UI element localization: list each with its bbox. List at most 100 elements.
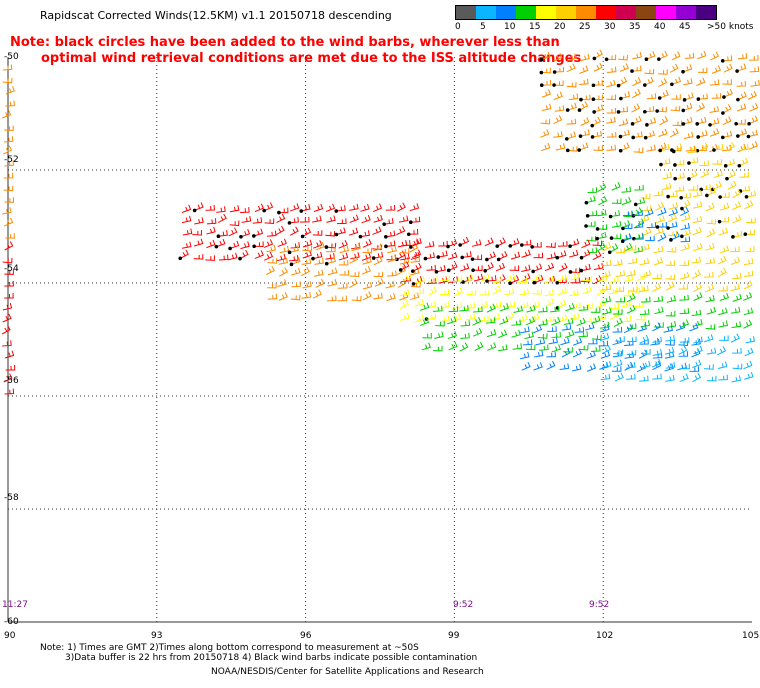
- wind-barb: [685, 145, 696, 152]
- wind-barb: [5, 86, 15, 95]
- wind-barb: [670, 105, 681, 112]
- wind-barb: [422, 332, 432, 339]
- wind-barb: [206, 226, 216, 235]
- wind-barb: [639, 285, 649, 293]
- legend-swatch: [616, 6, 636, 19]
- wind-barb: [2, 257, 13, 264]
- wind-barb: [337, 295, 348, 302]
- wind-barb: [749, 102, 759, 112]
- wind-barb: [239, 228, 251, 239]
- wind-barb: [744, 190, 756, 199]
- wind-barb: [460, 251, 472, 260]
- wind-barb: [639, 258, 650, 266]
- wind-barb: [447, 316, 457, 325]
- wind-barb: [182, 228, 193, 236]
- wind-barb: [325, 231, 336, 237]
- wind-barb: [689, 366, 700, 372]
- wind-barb: [692, 190, 703, 198]
- wind-barb: [704, 271, 714, 278]
- wind-barb: [673, 159, 685, 167]
- wind-barb: [252, 217, 263, 224]
- wind-barb: [592, 250, 602, 261]
- wind-barb: [680, 242, 691, 252]
- wind-barb: [540, 129, 550, 138]
- wind-barb: [633, 147, 644, 153]
- wind-barb: [517, 277, 527, 284]
- wind-barb: [669, 63, 679, 73]
- wind-barb: [670, 76, 682, 87]
- wind-barb: [665, 281, 675, 291]
- wind-barb: [705, 257, 715, 265]
- wind-barb: [351, 295, 362, 302]
- wind-barb: [711, 181, 722, 192]
- wind-barb: [312, 215, 322, 223]
- wind-barb: [628, 286, 638, 292]
- wind-barb: [681, 64, 693, 74]
- wind-barb: [613, 359, 623, 368]
- wind-barb: [301, 258, 312, 265]
- wind-barb: [539, 67, 551, 75]
- wind-barb: [600, 321, 610, 329]
- wind-barb: [667, 230, 678, 237]
- wind-barb: [584, 316, 595, 323]
- wind-barb: [312, 230, 323, 236]
- wind-barb: [402, 272, 412, 282]
- wind-barb: [591, 315, 601, 324]
- lon-label: 93: [151, 631, 163, 641]
- wind-barb: [618, 142, 630, 153]
- wind-barb: [711, 65, 721, 74]
- wind-barb: [609, 303, 620, 310]
- lat-label: -60: [4, 617, 19, 627]
- wind-barb: [325, 252, 335, 260]
- wind-barb: [5, 233, 15, 239]
- wind-barb: [471, 265, 483, 272]
- legend-label: 25: [579, 22, 591, 32]
- wind-barb: [434, 331, 444, 339]
- wind-barb: [229, 220, 240, 227]
- wind-barb: [678, 340, 689, 346]
- wind-barb: [653, 295, 664, 303]
- wind-barb: [680, 363, 690, 370]
- wind-barb: [241, 216, 252, 223]
- wind-barb: [4, 350, 15, 359]
- wind-barb: [653, 257, 664, 266]
- wind-barb: [600, 373, 611, 381]
- wind-barb: [723, 158, 736, 168]
- wind-barb: [279, 245, 290, 254]
- wind-barb: [652, 336, 662, 343]
- wind-barb: [730, 306, 741, 314]
- wind-barb: [658, 69, 668, 75]
- wind-barb: [518, 314, 528, 323]
- wind-barb: [544, 288, 555, 297]
- wind-barb: [606, 131, 617, 138]
- wind-barb: [578, 304, 589, 311]
- wind-barb: [511, 329, 521, 338]
- wind-barb: [590, 307, 601, 313]
- wind-barb: [738, 185, 750, 193]
- wind-barb: [421, 342, 431, 351]
- wind-barb: [587, 187, 598, 193]
- wind-barb: [486, 303, 496, 313]
- wind-barb: [427, 286, 437, 296]
- wind-barb: [382, 218, 394, 226]
- wind-barb: [606, 79, 616, 88]
- wind-barb: [216, 230, 228, 239]
- wind-barb: [373, 292, 383, 300]
- wind-barb: [228, 240, 240, 251]
- wind-barb: [504, 288, 515, 296]
- wind-barb: [433, 305, 443, 312]
- wind-barb: [599, 332, 610, 342]
- wind-barb: [524, 331, 534, 340]
- wind-barb: [578, 129, 590, 138]
- wind-barb: [722, 88, 733, 99]
- wind-barb: [566, 118, 577, 125]
- wind-barb: [537, 333, 548, 339]
- wind-barb: [546, 252, 557, 260]
- wind-barb: [711, 92, 722, 99]
- wind-barb: [652, 348, 663, 356]
- wind-barb: [681, 102, 693, 113]
- wind-barb: [658, 128, 668, 137]
- wind-barb: [641, 296, 651, 303]
- wind-barb: [217, 213, 227, 223]
- wind-barb: [668, 207, 678, 217]
